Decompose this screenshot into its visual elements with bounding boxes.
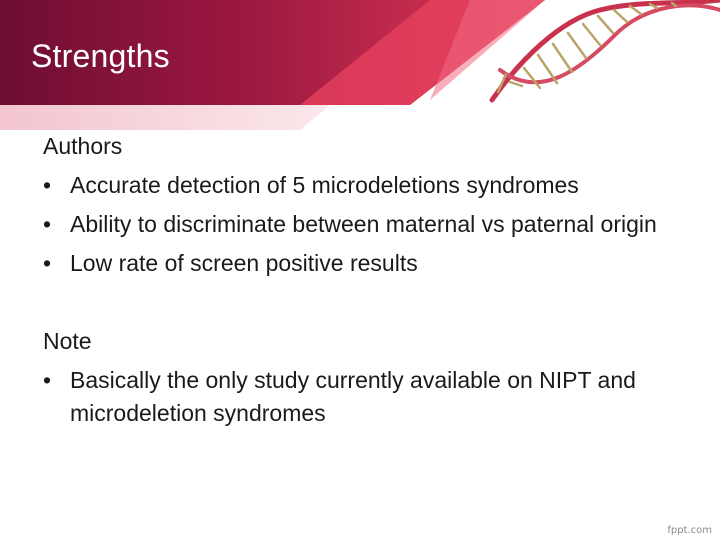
bullet-list-note: Basically the only study currently avail… — [43, 364, 693, 430]
header-banner — [0, 0, 720, 130]
watermark: fppt.com — [667, 525, 712, 536]
list-item: Low rate of screen positive results — [43, 247, 693, 280]
slide-title: Strengths — [31, 38, 170, 74]
list-item: Accurate detection of 5 microdeletions s… — [43, 169, 693, 202]
list-item: Basically the only study currently avail… — [43, 364, 693, 430]
section-label-note: Note — [43, 328, 92, 354]
bullet-list-authors: Accurate detection of 5 microdeletions s… — [43, 169, 693, 280]
list-item: Ability to discriminate between maternal… — [43, 208, 693, 241]
dna-helix-icon — [489, 0, 720, 103]
section-label-authors: Authors — [43, 133, 123, 159]
slide-body: Authors Accurate detection of 5 microdel… — [43, 130, 693, 436]
